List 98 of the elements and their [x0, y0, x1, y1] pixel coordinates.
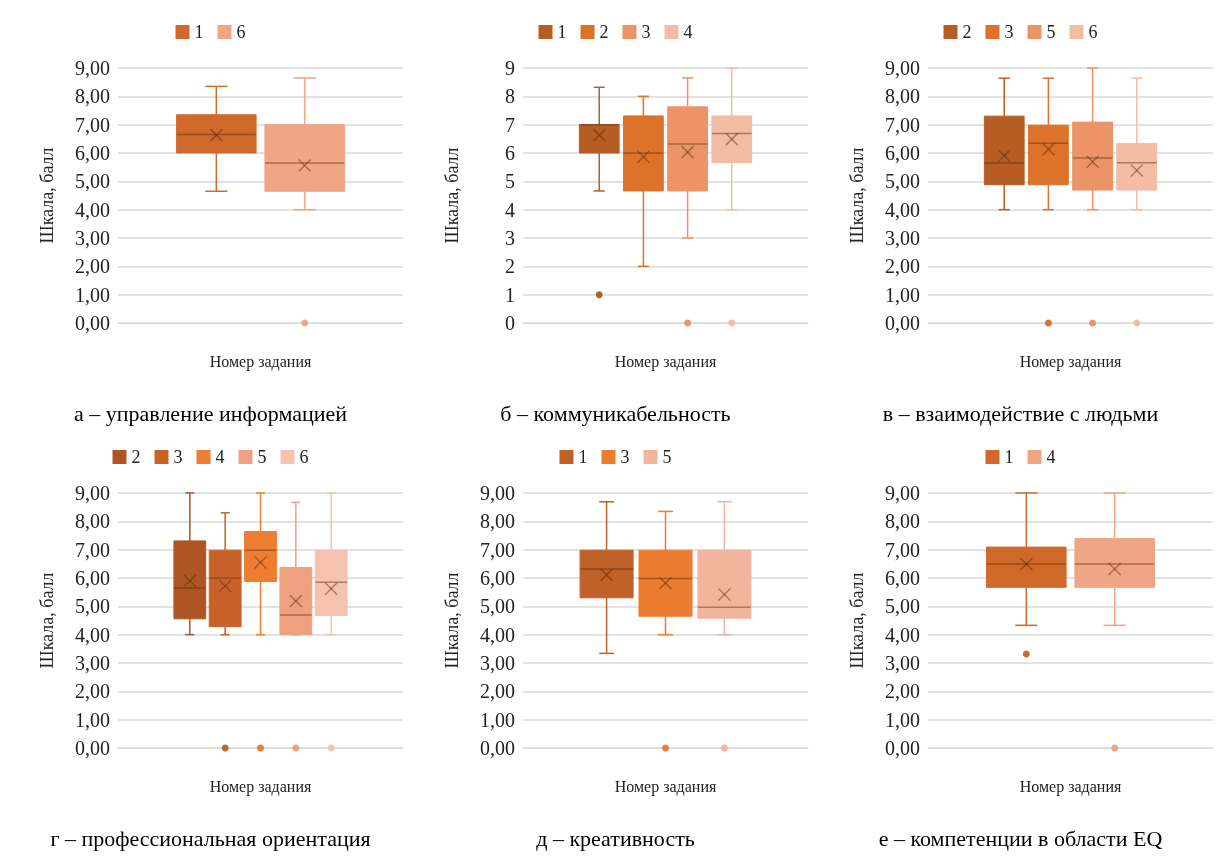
y-tick-label: 7,00 [885, 538, 920, 561]
y-tick-label: 3,00 [75, 227, 110, 249]
y-tick-label: 6,00 [75, 142, 110, 164]
text: б – коммуникабельность [500, 400, 731, 426]
y-tick-label: 3,00 [75, 652, 110, 674]
y-tick-label: 3,00 [885, 227, 920, 249]
y-tick-label: 2,00 [885, 255, 920, 278]
y-tick-label: 9,00 [75, 482, 110, 504]
legend-label: 5 [257, 447, 267, 467]
y-axis-title: Шкала, балл [847, 572, 867, 669]
legend-label: 3 [620, 447, 630, 467]
legend-label: 2 [962, 22, 972, 42]
y-tick-label: 9,00 [885, 482, 920, 504]
x-axis-title: Номер задания [209, 352, 312, 371]
y-tick-label: 1 [505, 283, 515, 306]
y-tick-label: 4,00 [480, 623, 515, 646]
y-tick-label: 7,00 [480, 538, 515, 561]
y-tick-label: 4,00 [885, 623, 920, 646]
y-tick-label: 4,00 [75, 623, 110, 646]
y-tick-label: 3,00 [480, 652, 515, 674]
y-tick-label: 8,00 [480, 510, 515, 533]
y-tick-label: 4,00 [885, 198, 920, 221]
y-tick-label: 9,00 [480, 482, 515, 504]
y-tick-label: 9 [505, 57, 515, 79]
y-tick-label: 2,00 [480, 680, 515, 703]
y-tick-label: 5,00 [885, 170, 920, 193]
legend-label: 6 [236, 22, 246, 42]
text: г – профессиональная ориентация [50, 825, 371, 851]
legend-label: 5 [662, 447, 672, 467]
y-tick-label: 3,00 [885, 652, 920, 674]
legend-label: 1 [557, 22, 567, 42]
y-tick-label: 5,00 [75, 595, 110, 618]
y-tick-label: 6,00 [480, 567, 515, 589]
y-tick-label: 0 [505, 312, 515, 334]
legend-label: 5 [1046, 22, 1056, 42]
y-tick-label: 8 [505, 85, 515, 108]
y-tick-label: 7,00 [75, 113, 110, 136]
y-tick-label: 3 [505, 227, 515, 249]
y-tick-label: 8,00 [75, 85, 110, 108]
y-tick-label: 5 [505, 170, 515, 193]
y-tick-label: 1,00 [75, 708, 110, 731]
y-tick-label: 6,00 [75, 567, 110, 589]
legend-label: 1 [194, 22, 204, 42]
legend-label: 3 [641, 22, 651, 42]
legend-label: 2 [599, 22, 609, 42]
x-axis-title: Номер задания [614, 777, 717, 796]
y-tick-label: 1,00 [75, 283, 110, 306]
legend-label: 2 [131, 447, 141, 467]
legend-label: 4 [683, 22, 693, 42]
y-tick-label: 9,00 [75, 57, 110, 79]
y-tick-label: 0,00 [75, 737, 110, 759]
text: е – компетенции в области EQ [878, 825, 1163, 851]
y-tick-label: 5,00 [75, 170, 110, 193]
legend-label: 4 [215, 447, 225, 467]
y-axis-title: Шкала, балл [442, 572, 462, 669]
y-tick-label: 9,00 [885, 57, 920, 79]
legend-label: 4 [1046, 447, 1056, 467]
y-axis-title: Шкала, балл [847, 147, 867, 244]
y-tick-label: 5,00 [885, 595, 920, 618]
x-axis-title: Номер задания [1019, 352, 1122, 371]
y-axis-title: Шкала, балл [442, 147, 462, 244]
x-axis-title: Номер задания [209, 777, 312, 796]
x-axis-title: Номер задания [614, 352, 717, 371]
y-tick-label: 2 [505, 255, 515, 278]
y-tick-label: 7 [505, 113, 515, 136]
y-tick-label: 6 [505, 142, 515, 164]
y-tick-label: 8,00 [885, 85, 920, 108]
y-tick-label: 1,00 [885, 283, 920, 306]
text: д – креативность [536, 825, 695, 851]
x-axis-title: Номер задания [1019, 777, 1122, 796]
y-tick-label: 2,00 [75, 255, 110, 278]
y-tick-label: 2,00 [75, 680, 110, 703]
y-tick-label: 0,00 [480, 737, 515, 759]
legend-label: 6 [1088, 22, 1098, 42]
y-tick-label: 8,00 [75, 510, 110, 533]
legend-label: 3 [1004, 22, 1014, 42]
y-tick-label: 7,00 [885, 113, 920, 136]
y-tick-label: 2,00 [885, 680, 920, 703]
y-tick-label: 7,00 [75, 538, 110, 561]
y-tick-label: 6,00 [885, 142, 920, 164]
y-tick-label: 6,00 [885, 567, 920, 589]
y-tick-label: 1,00 [480, 708, 515, 731]
y-tick-label: 4,00 [75, 198, 110, 221]
y-tick-label: 0,00 [75, 312, 110, 334]
y-tick-label: 0,00 [885, 312, 920, 334]
legend-label: 6 [299, 447, 309, 467]
y-tick-label: 1,00 [885, 708, 920, 731]
text: в – взаимодействие с людьми [882, 400, 1159, 426]
text: а – управление информацией [73, 400, 348, 426]
legend-label: 1 [1004, 447, 1014, 467]
legend-label: 1 [578, 447, 588, 467]
legend-label: 3 [173, 447, 183, 467]
y-tick-label: 5,00 [480, 595, 515, 618]
y-tick-label: 4 [505, 198, 515, 221]
y-axis-title: Шкала, балл [37, 572, 57, 669]
y-tick-label: 8,00 [885, 510, 920, 533]
y-tick-label: 0,00 [885, 737, 920, 759]
y-axis-title: Шкала, балл [37, 147, 57, 244]
